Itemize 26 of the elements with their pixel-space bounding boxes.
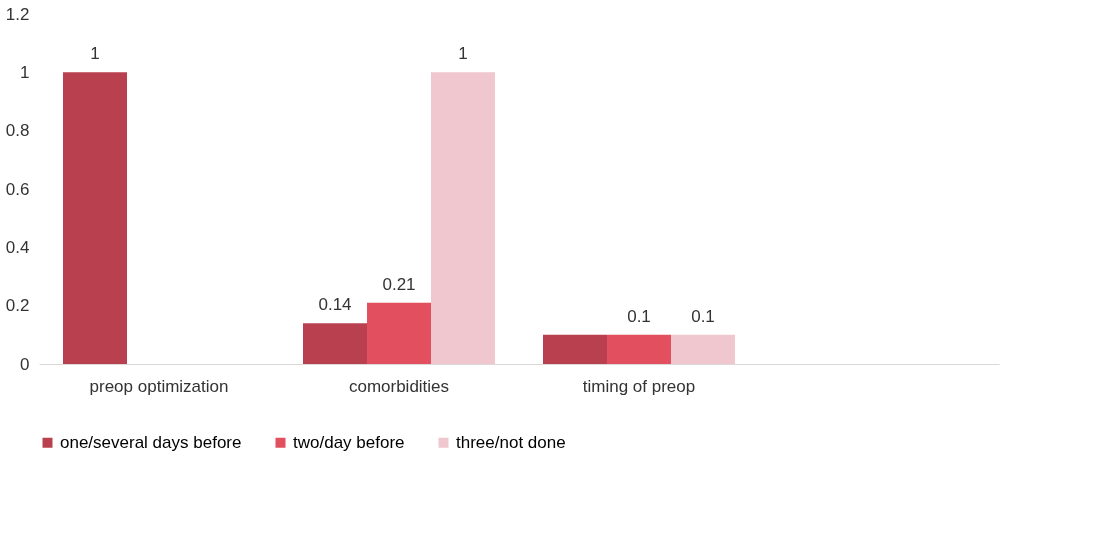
legend-label: one/several days before <box>60 432 242 452</box>
data-label: 0.1 <box>691 306 715 326</box>
y-tick-label: 1 <box>20 62 30 82</box>
x-tick-label: comorbidities <box>348 376 450 396</box>
data-label: 1 <box>458 44 468 64</box>
data-label: 0.14 <box>318 295 352 315</box>
x-tick-label: preop optimization <box>89 376 229 396</box>
bar <box>367 302 431 364</box>
y-tick-label: 0.2 <box>5 296 30 316</box>
bar <box>607 334 671 364</box>
data-label: 0.1 <box>627 306 651 326</box>
legend-label: two/day before <box>293 432 405 452</box>
bar <box>671 334 735 364</box>
x-tick-label: timing of preop <box>582 376 696 396</box>
y-tick-label: 0 <box>20 354 30 374</box>
data-label: 0.21 <box>382 274 416 294</box>
y-tick-label: 0.4 <box>5 237 30 257</box>
y-tick-label: 1.2 <box>5 4 30 24</box>
bar <box>63 72 127 364</box>
legend-label: three/not done <box>456 432 566 452</box>
bar <box>543 334 607 364</box>
y-tick-label: 0.6 <box>5 179 30 199</box>
bar <box>303 323 367 364</box>
data-label: 1 <box>90 44 100 64</box>
y-tick-label: 0.8 <box>5 121 30 141</box>
bar <box>431 72 495 364</box>
